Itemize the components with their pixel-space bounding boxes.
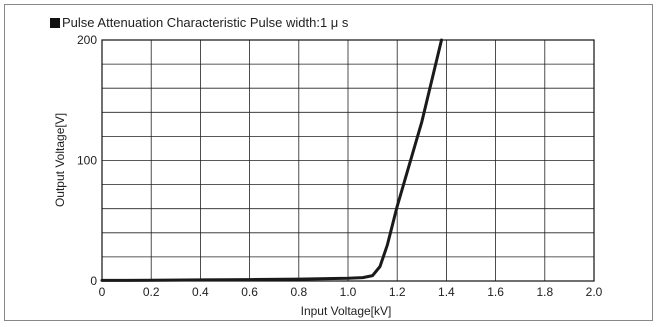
y-tick-label: 0 [90, 274, 97, 288]
y-tick-label: 200 [77, 33, 97, 47]
x-tick-label: 1.8 [536, 285, 553, 299]
x-tick-label: 0.4 [192, 285, 209, 299]
x-tick-label: 0.8 [290, 285, 307, 299]
y-tick-label: 100 [77, 154, 97, 168]
x-tick-label: 1.6 [487, 285, 504, 299]
chart-title: Pulse Attenuation Characteristic Pulse w… [62, 15, 349, 30]
x-tick-label: 1.2 [389, 285, 406, 299]
x-tick-label: 1.4 [438, 285, 455, 299]
y-axis-title: Output Voltage[V] [53, 113, 67, 207]
tick-labels: 0 0.2 0.4 0.6 0.8 1.0 1.2 1.4 1.6 1.8 2.0 0 100 200 [77, 33, 603, 299]
grid [101, 39, 595, 282]
series-line [100, 38, 443, 282]
x-tick-label: 2.0 [586, 285, 603, 299]
x-tick-label: 0.2 [143, 285, 160, 299]
x-tick-label: 0 [99, 285, 106, 299]
chart-frame [4, 4, 653, 321]
x-tick-label: 1.0 [340, 285, 357, 299]
x-tick-label: 0.6 [241, 285, 258, 299]
series-layer [100, 38, 443, 282]
title-marker [50, 18, 60, 28]
plot-border [101, 39, 595, 282]
x-axis-title: Input Voltage[kV] [301, 304, 392, 318]
